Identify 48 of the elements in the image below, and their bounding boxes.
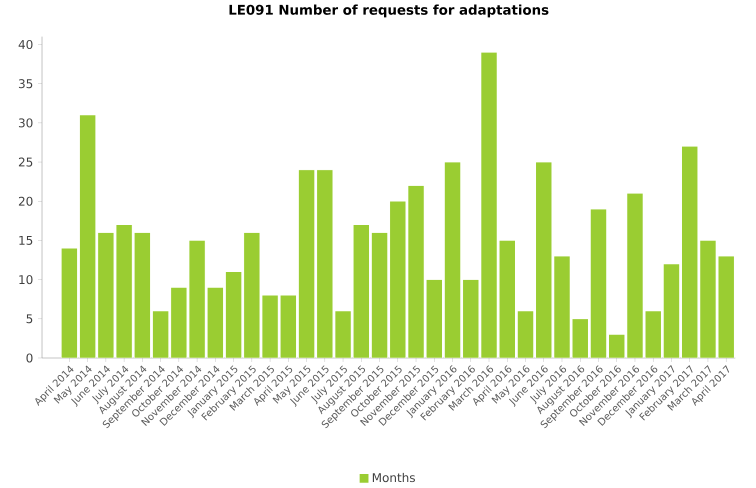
y-tick-label: 20: [18, 196, 32, 206]
bar: [718, 256, 734, 358]
bar: [498, 240, 516, 358]
bar: [426, 279, 443, 358]
bar: [663, 264, 680, 358]
bar: [572, 318, 589, 358]
chart-title: LE091 Number of requests for adaptations: [230, 4, 548, 18]
bar: [353, 224, 370, 358]
y-tick-label: 30: [18, 118, 32, 128]
bar: [390, 200, 406, 358]
bar: [244, 232, 260, 358]
bar: [590, 208, 607, 358]
y-tick-label: 40: [18, 40, 32, 50]
bar: [626, 193, 644, 358]
bar: [225, 272, 242, 358]
bar: [644, 310, 662, 358]
legend-label: Months: [372, 472, 415, 482]
bar: [98, 232, 114, 358]
bar: [700, 240, 716, 358]
bar: [188, 240, 206, 358]
bar: [462, 279, 480, 358]
y-tick-label: 5: [26, 314, 32, 324]
bar: [517, 310, 534, 358]
bar: [608, 334, 626, 358]
y-tick-label: 15: [19, 236, 32, 245]
bar: [316, 170, 334, 358]
bar: [207, 287, 224, 358]
bar: [334, 310, 352, 358]
bar: [152, 310, 169, 358]
bar: [116, 224, 132, 358]
bar: [280, 295, 297, 358]
bar: [444, 162, 461, 358]
bar: [535, 162, 552, 358]
y-tick-label: 10: [19, 275, 32, 284]
bar: [262, 295, 278, 358]
y-tick-label: 0: [26, 353, 32, 363]
y-tick-label: 25: [18, 158, 32, 167]
bar: [554, 256, 570, 358]
bar: [298, 170, 315, 358]
bar: [61, 248, 78, 358]
bar: [681, 146, 698, 358]
bar: [79, 114, 96, 358]
bar: [408, 185, 424, 358]
bar: [134, 232, 151, 358]
bar: [371, 232, 388, 358]
bar: [480, 52, 498, 358]
y-tick-label: 35: [18, 79, 32, 88]
bar: [170, 287, 188, 358]
